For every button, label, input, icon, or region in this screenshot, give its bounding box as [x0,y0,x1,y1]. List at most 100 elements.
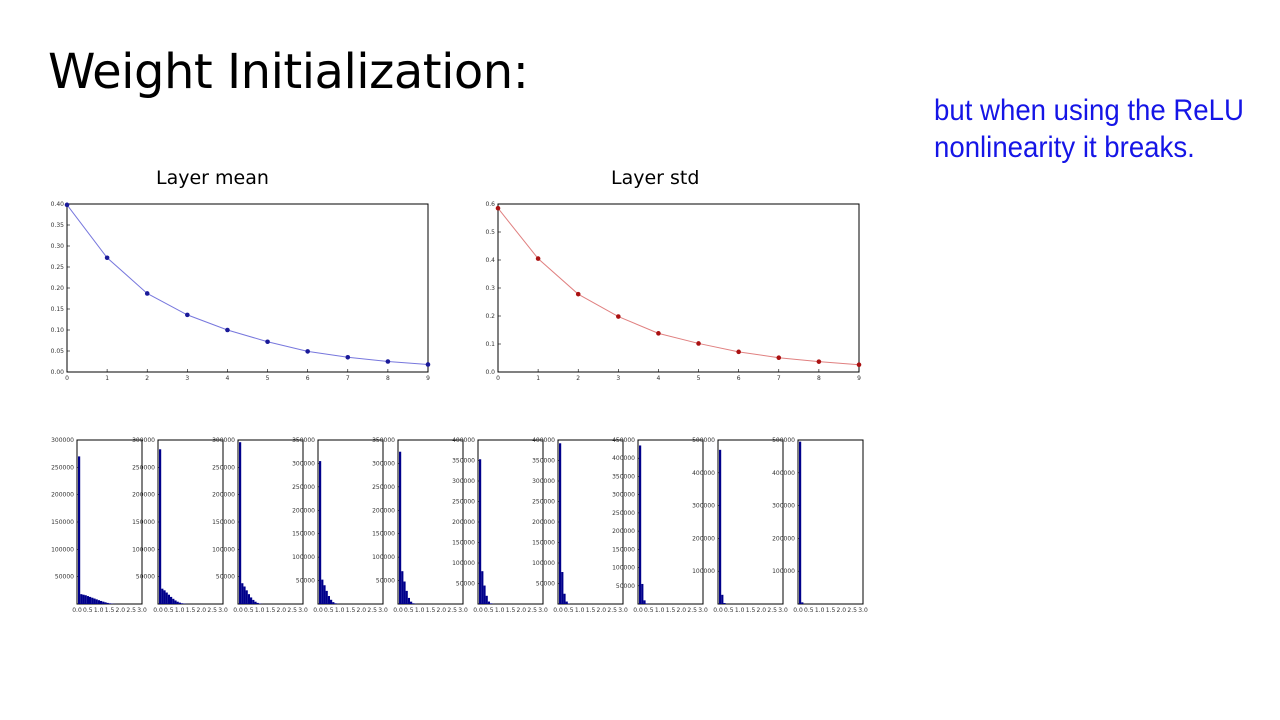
hist-bar [487,601,490,604]
mean-xtick-label: 8 [386,375,390,382]
hist-panel-frame [557,439,624,605]
mean-frame [66,203,429,373]
hist-xtick-label: 1.0 [655,607,665,614]
hist-bar [481,571,484,604]
hist-ytick-label: 100000 [292,554,315,561]
hist-bar [323,585,326,604]
mean-ytick-label: 0.35 [51,222,65,229]
hist-bar [412,603,415,604]
std-frame [497,203,860,373]
hist-xtick-label: 1.5 [666,607,676,614]
hist-ytick-label: 200000 [292,507,315,514]
hist-bar [93,598,96,604]
hist-ytick-label: 250000 [612,510,635,517]
std-ytick-label: 0.1 [485,341,495,348]
hist-panel-frame [797,439,864,605]
hist-xtick-label: 2.5 [367,607,377,614]
hist-xtick-label: 2.0 [597,607,607,614]
hist-bar [485,595,488,604]
hist-bar [80,594,83,604]
mean-point [345,355,351,360]
hist-xtick-label: 2.0 [677,607,687,614]
mean-point [385,359,391,364]
hist-bar [163,590,166,604]
std-xtick-label: 8 [817,375,821,382]
std-ytick-label: 0.2 [485,313,495,320]
hist-bar [243,586,246,604]
hist-bar [799,441,802,604]
hist-ytick-label: 250000 [51,464,74,471]
hist-ytick-label: 300000 [692,503,715,510]
hist-xtick-label: 1.5 [746,607,756,614]
hist-panel-frame [317,439,384,605]
mean-xtick-label: 9 [426,375,430,382]
hist-bar [252,599,255,604]
hist-bar [247,594,250,604]
hist-ytick-label: 200000 [452,519,475,526]
hist-ytick-label: 100000 [51,546,74,553]
hist-bar [250,597,253,604]
hist-bar [95,599,98,604]
hist-bar [161,588,164,604]
std-point [696,341,701,346]
hist-xtick-label: 1.5 [426,607,436,614]
hist-xtick-label: 2.0 [197,607,207,614]
hist-xtick-label: 2.0 [116,607,126,614]
hist-ytick-label: 100000 [612,565,635,572]
hist-bar [241,583,244,604]
hist-ytick-label: 300000 [772,503,795,510]
hist-ytick-label: 50000 [616,583,635,590]
hist-ytick-label: 300000 [132,437,155,444]
mean-point [144,291,150,296]
std-point [856,362,862,368]
hist-ytick-label: 50000 [216,574,235,581]
std-point [535,256,541,261]
hist-xtick-label: 1.0 [735,607,745,614]
hist-xtick-label: 1.0 [94,607,104,614]
hist-bar [102,601,105,604]
hist-ytick-label: 50000 [376,578,395,585]
hist-bar [86,596,89,604]
hist-xtick-label: 2.0 [517,607,527,614]
mean-point [265,339,270,345]
hist-xtick-label: 3.0 [538,607,548,614]
hist-bar [174,600,177,604]
hist-ytick-label: 400000 [772,470,795,477]
hist-ytick-label: 350000 [292,437,315,444]
hist-bar [91,597,94,604]
mean-xtick-label: 6 [306,375,310,382]
hist-bar [181,603,184,604]
std-xtick-label: 5 [697,375,701,382]
hist-xtick-label: 0.5 [644,607,654,614]
mean-xtick-label: 2 [145,375,149,382]
mean-xtick-label: 4 [226,375,230,382]
hist-xtick-label: 2.5 [126,607,136,614]
hist-xtick-label: 2.0 [837,607,847,614]
std-point [816,359,822,364]
hist-bar [254,601,257,604]
hist-ytick-label: 300000 [532,478,555,485]
hist-bar [108,603,111,604]
hist-bar [330,599,333,604]
hist-xtick-label: 0.5 [724,607,734,614]
hist-bar [723,603,726,604]
hist-xtick-label: 2.0 [757,607,767,614]
mean-ytick-label: 0.25 [51,264,65,271]
hist-ytick-label: 350000 [532,458,555,465]
hist-ytick-label: 200000 [372,507,395,514]
std-point [495,205,501,211]
hist-ytick-label: 300000 [51,437,74,444]
hist-ytick-label: 400000 [452,437,475,444]
hist-xtick-label: 0.5 [804,607,814,614]
std-ytick-label: 0.6 [485,201,495,208]
hist-ytick-label: 100000 [772,568,795,575]
hist-bar [410,601,413,604]
hist-ytick-label: 350000 [452,458,475,465]
mean-xtick-label: 3 [185,375,189,382]
hist-ytick-label: 400000 [532,437,555,444]
hist-bar [82,594,85,604]
hist-xtick-label: 1.0 [415,607,425,614]
hist-panel-frame [637,439,704,605]
std-xtick-label: 3 [616,375,620,382]
mean-plot-title: Layer mean [156,167,269,189]
